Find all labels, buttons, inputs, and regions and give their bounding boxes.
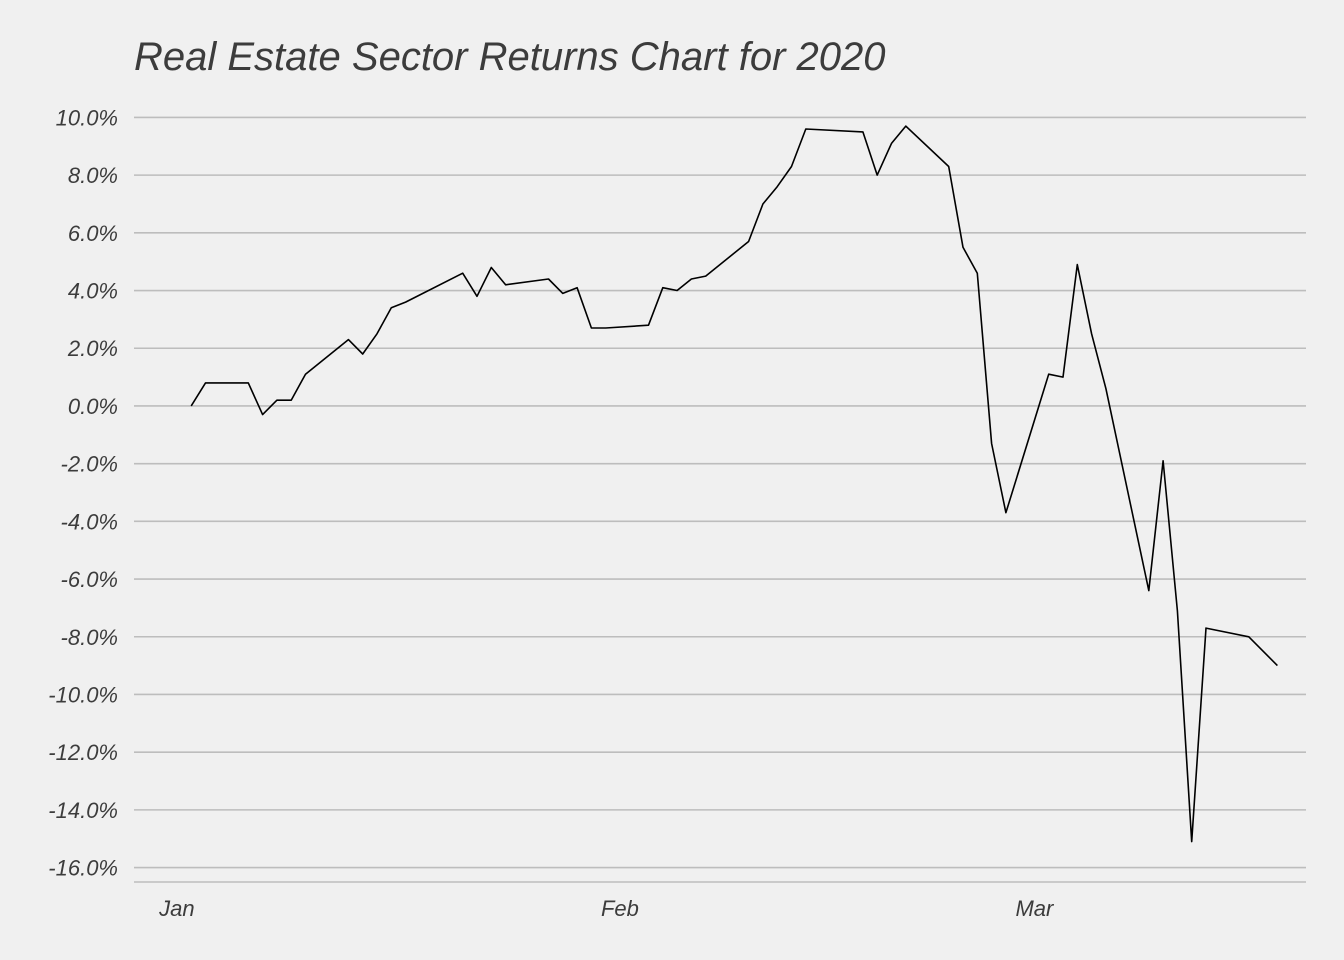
y-tick-label: -12.0% bbox=[48, 740, 118, 765]
y-tick-label: -6.0% bbox=[61, 567, 118, 592]
y-tick-label: -4.0% bbox=[61, 509, 118, 534]
y-tick-label: -2.0% bbox=[61, 452, 118, 477]
y-tick-label: 2.0% bbox=[67, 336, 118, 361]
x-tick-label: Jan bbox=[158, 896, 194, 921]
y-tick-label: 4.0% bbox=[68, 279, 118, 304]
gridlines bbox=[134, 116, 1306, 883]
x-tick-label: Mar bbox=[1015, 896, 1055, 921]
y-tick-label: -10.0% bbox=[48, 682, 118, 707]
series-layer bbox=[190, 125, 1278, 843]
y-tick-label: -16.0% bbox=[48, 856, 118, 881]
series-line bbox=[190, 125, 1278, 843]
y-tick-label: 10.0% bbox=[56, 105, 118, 130]
y-tick-label: 8.0% bbox=[68, 163, 118, 188]
y-tick-label: -14.0% bbox=[48, 798, 118, 823]
x-axis-tick-labels: Jan Feb Mar bbox=[158, 896, 1055, 921]
chart-title: Real Estate Sector Returns Chart for 202… bbox=[134, 35, 885, 79]
y-tick-label: 0.0% bbox=[68, 394, 118, 419]
y-tick-label: 6.0% bbox=[68, 221, 118, 246]
y-axis-tick-labels: 10.0% 8.0% 6.0% 4.0% 2.0% 0.0% -2.0% -4.0% -6.0%… bbox=[48, 105, 118, 880]
y-tick-label: -8.0% bbox=[61, 625, 118, 650]
x-tick-label: Feb bbox=[601, 896, 639, 921]
